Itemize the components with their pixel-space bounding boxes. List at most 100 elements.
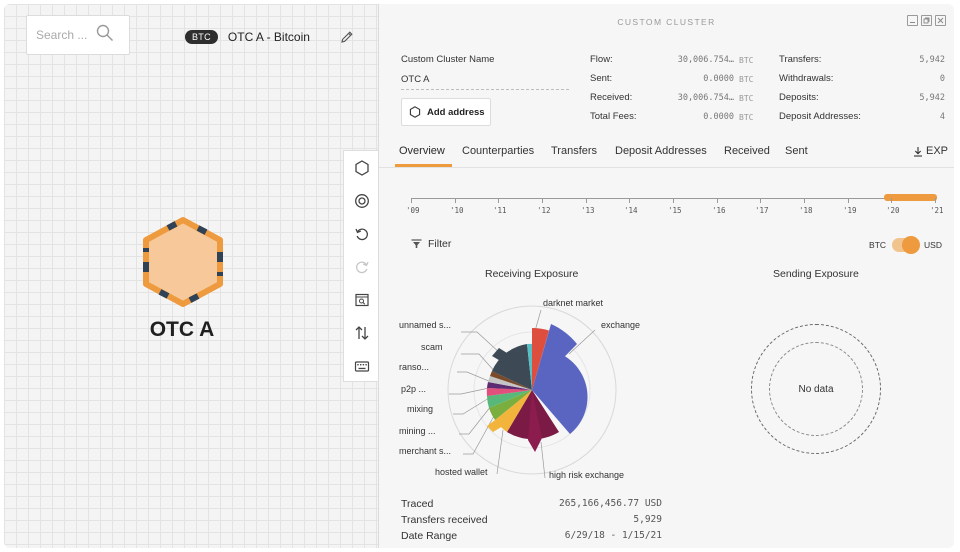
stat-flow-unit: BTC (739, 56, 754, 65)
timeline-tick (673, 198, 674, 203)
redo-icon (351, 256, 373, 278)
stat-deposits-value: 5,942 (919, 93, 945, 103)
sending-empty-ring (751, 324, 881, 454)
receiving-exposure-chart (447, 305, 617, 479)
stat-deposits-label: Deposits: (779, 92, 819, 103)
timeline-selected-range[interactable] (884, 194, 937, 201)
tab-overview[interactable]: Overview (399, 145, 445, 157)
restore-icon[interactable] (921, 15, 932, 26)
search-box[interactable] (26, 15, 130, 55)
window-controls (907, 15, 946, 26)
tab-counterparties[interactable]: Counterparties (462, 145, 535, 157)
stat-transfers-value: 5,942 (919, 55, 945, 65)
tab-transfers[interactable]: Transfers (551, 145, 598, 157)
timeline-tick (891, 198, 892, 203)
filter-label: Filter (428, 238, 452, 250)
timeline-year-label: '15 (668, 206, 682, 215)
stat-received-value: 30,006.754… (677, 93, 734, 103)
slice-p2p (487, 382, 532, 390)
label-mixing: mixing (407, 404, 434, 414)
timeline-year-label: '17 (755, 206, 769, 215)
keyboard-icon[interactable] (351, 355, 373, 377)
stat-sent-value: 0.0000 (703, 74, 734, 84)
slice-exchange (532, 324, 577, 390)
stat-received-label: Received: (590, 92, 633, 103)
slice-ransomware (488, 376, 532, 390)
slice-unnamed-service (492, 344, 532, 390)
label-high-risk-exchange: high risk exchange (549, 470, 625, 480)
minimize-icon[interactable] (907, 15, 918, 26)
sending-empty-inner-ring (769, 342, 863, 436)
undo-icon[interactable] (351, 223, 373, 245)
no-data-text: No data (798, 384, 834, 395)
panel-title: CUSTOM CLUSTER (617, 17, 716, 27)
tab-received[interactable]: Received (724, 145, 770, 157)
date-range-timeline[interactable]: '09 '10 '11 '12 '13 '14 '15 '16 '17 '18 '19 '20 '21 (406, 190, 944, 218)
label-exchange: exchange (601, 320, 641, 330)
stat-deposit-addresses-value: 4 (939, 112, 945, 122)
timeline-year-label: '18 (799, 206, 813, 215)
toggle-btc-label: BTC (869, 240, 887, 250)
add-address-button[interactable]: Add address (401, 98, 491, 126)
stat-sent-unit: BTC (739, 75, 754, 84)
slice-unnamed-service-peak (492, 348, 515, 366)
tab-sent[interactable]: Sent (785, 145, 808, 157)
label-mining: mining ... (399, 426, 436, 436)
stat-flow-value: 30,006.754… (677, 55, 734, 65)
sort-arrows-icon[interactable] (351, 322, 373, 344)
search-icon[interactable] (96, 24, 114, 47)
hexagon-icon[interactable] (351, 157, 373, 179)
timeline-year-label: '16 (712, 206, 726, 215)
tab-bar: Overview Counterparties Transfers Deposi… (379, 136, 954, 168)
timeline-year-label: '12 (537, 206, 551, 215)
cluster-node[interactable] (140, 216, 226, 313)
zoom-window-icon[interactable] (351, 289, 373, 311)
toggle-usd-label: USD (924, 240, 942, 250)
summary-date-range-value: 6/29/18 - 1/15/21 (564, 530, 662, 541)
download-icon (913, 146, 922, 157)
timeline-tick (935, 198, 936, 203)
tab-deposit-addresses[interactable]: Deposit Addresses (615, 145, 707, 157)
label-darknet-market: darknet market (543, 298, 604, 308)
slice-hosted-wallet-tip (487, 420, 503, 432)
slice-darknet-market (532, 328, 549, 390)
custom-cluster-panel: CUSTOM CLUSTER Custom Cluster Name Add a… (378, 4, 954, 548)
stat-fees-value: 0.0000 (703, 112, 734, 122)
currency-badge: BTC (185, 30, 218, 44)
timeline-year-label: '20 (886, 206, 900, 215)
stat-sent-label: Sent: (590, 73, 613, 84)
edit-icon[interactable] (340, 30, 354, 49)
summary-traced-label: Traced (401, 498, 434, 510)
label-ransomware: ranso... (399, 362, 430, 372)
label-merchant-services: merchant s... (399, 446, 452, 456)
cluster-name-input[interactable] (401, 70, 569, 90)
cluster-name-label: Custom Cluster Name (401, 54, 495, 65)
stat-flow-label: Flow: (590, 54, 613, 65)
stat-fees-unit: BTC (739, 113, 754, 122)
close-icon[interactable] (935, 15, 946, 26)
stat-deposit-addresses-label: Deposit Addresses: (779, 111, 861, 122)
filter-button[interactable]: Filter (411, 238, 451, 250)
timeline-tick (411, 198, 412, 203)
currency-switch[interactable] (892, 236, 921, 254)
search-input[interactable] (36, 28, 96, 42)
hexagon-icon (409, 106, 421, 118)
label-p2p: p2p ... (401, 384, 427, 394)
slice-other (527, 343, 532, 390)
timeline-tick (586, 198, 587, 203)
timeline-year-label: '21 (930, 206, 944, 215)
filter-icon (411, 239, 422, 248)
timeline-year-label: '14 (624, 206, 638, 215)
export-button[interactable]: EXP (913, 145, 948, 157)
active-tab-indicator (395, 164, 452, 167)
target-icon[interactable] (351, 190, 373, 212)
slice-scam (490, 371, 532, 390)
currency-toggle: BTC USD (869, 236, 942, 254)
timeline-tick (717, 198, 718, 203)
stat-fees-label: Total Fees: (590, 111, 637, 122)
slice-mixing (486, 388, 532, 396)
stat-withdrawals-value: 0 (939, 74, 945, 84)
summary-transfers-label: Transfers received (401, 514, 488, 526)
cluster-heading: OTC A - Bitcoin (227, 30, 310, 44)
node-label: OTC A (149, 318, 215, 341)
